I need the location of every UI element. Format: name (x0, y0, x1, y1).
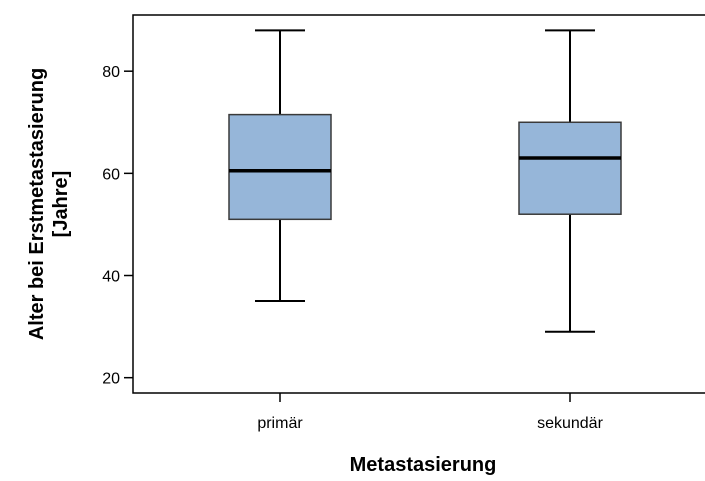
y-axis: 20 40 60 80 (102, 64, 133, 388)
y-tick-label: 40 (102, 269, 120, 286)
box-2 (518, 29, 622, 333)
y-tick-label: 20 (102, 371, 120, 388)
iqr-box (228, 113, 332, 221)
y-tick-label: 80 (102, 64, 120, 81)
iqr-box (518, 121, 622, 215)
y-tick-label: 60 (102, 166, 120, 183)
x-axis-title: Metastasierung (350, 454, 497, 476)
y-axis-title-line-1: Alter bei Erstmetastasierung (26, 68, 48, 340)
x-tick-label: sekundär (537, 415, 603, 432)
y-axis-title-line-2: [Jahre] (50, 171, 72, 238)
x-tick-label: primär (257, 415, 303, 432)
boxes (228, 29, 622, 333)
x-axis: primär sekundär (257, 393, 604, 432)
box-1 (228, 29, 332, 303)
